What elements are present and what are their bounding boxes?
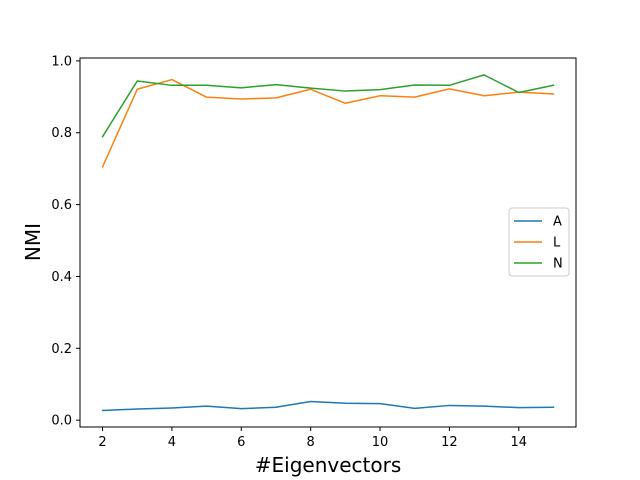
y-tick-label: 0.8 [51, 126, 72, 141]
axes-frame [79, 57, 577, 428]
x-tick-label: 12 [441, 435, 458, 450]
x-tick-label: 4 [168, 435, 176, 450]
y-tick-label: 0.4 [51, 270, 72, 285]
x-axis-ticks: 2 4 6 8 10 12 14 [98, 427, 527, 450]
x-tick-label: 10 [372, 435, 389, 450]
x-axis-label: #Eigenvectors [255, 453, 401, 477]
series-line-a [101, 400, 555, 412]
y-axis-label: NMI [21, 223, 45, 261]
x-tick-label: 14 [510, 435, 527, 450]
legend-label-n: N [553, 257, 563, 272]
x-tick-label: 2 [98, 435, 106, 450]
y-tick-label: 0.0 [51, 414, 72, 429]
legend-label-a: A [553, 215, 562, 230]
y-tick-label: 0.2 [51, 342, 72, 357]
x-tick-label: 8 [307, 435, 315, 450]
plot-lines [101, 74, 555, 412]
series-line-n [101, 74, 555, 138]
x-tick-label: 6 [237, 435, 245, 450]
y-tick-label: 1.0 [51, 54, 72, 69]
series-line-l [101, 78, 555, 168]
legend: ALN [508, 207, 570, 277]
y-tick-label: 0.6 [51, 198, 72, 213]
y-axis-ticks: 0.0 0.2 0.4 0.6 0.8 1.0 [51, 54, 80, 429]
legend-label-l: L [553, 236, 561, 251]
